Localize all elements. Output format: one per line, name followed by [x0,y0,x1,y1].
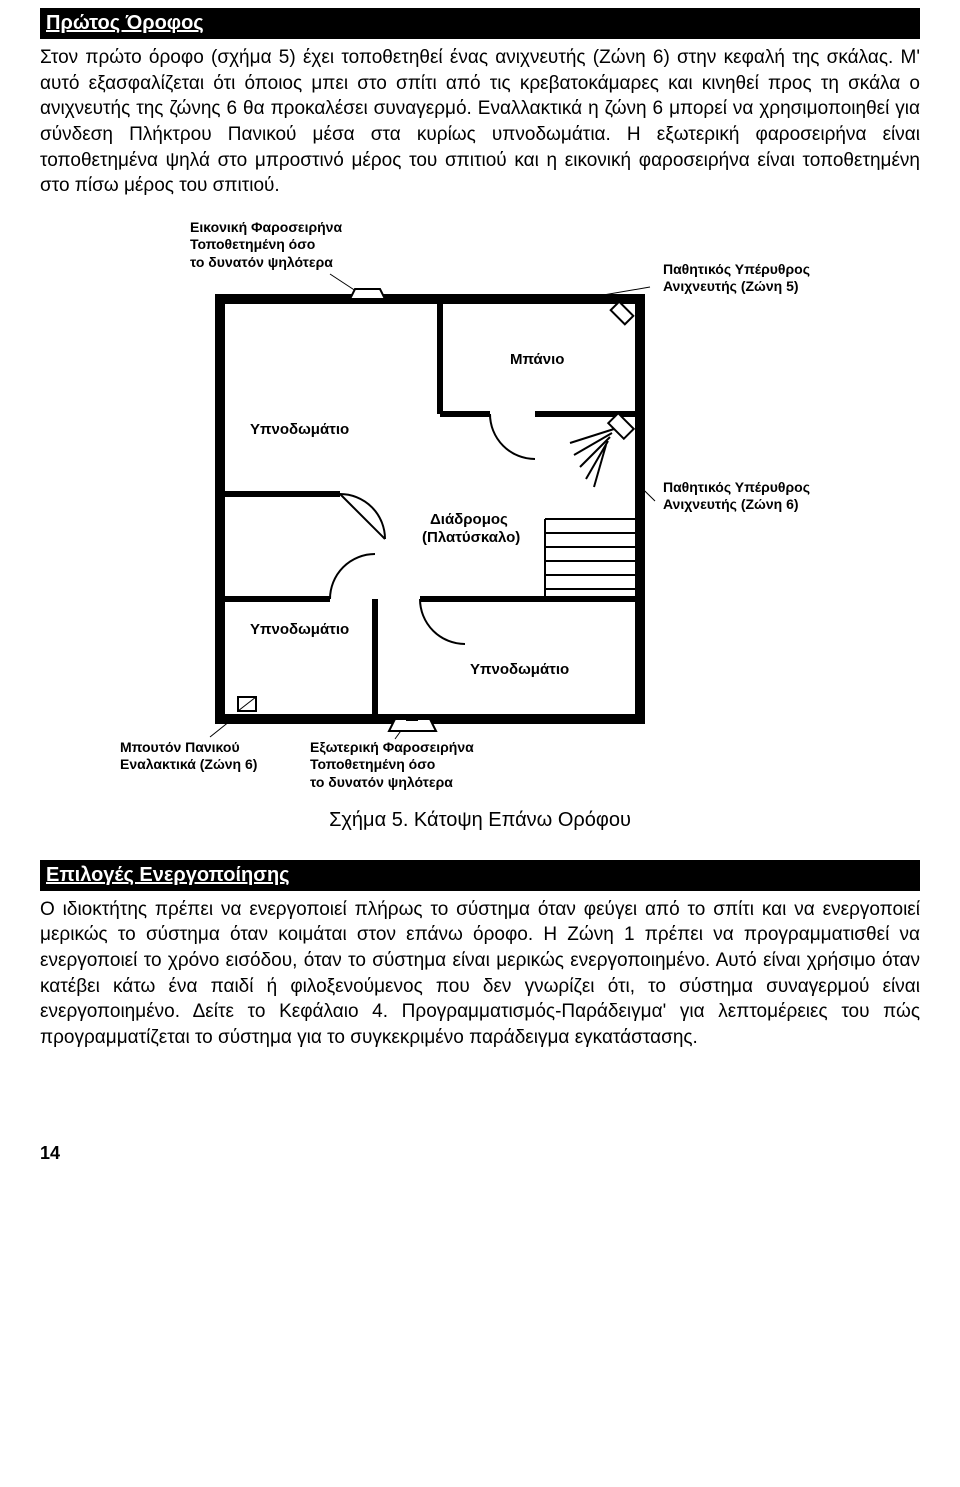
section1-title: Πρώτος Όροφος [40,8,920,39]
room-bed3: Υπνοδωμάτιο [470,661,569,678]
page-number: 14 [40,1141,920,1165]
room-bed1: Υπνοδωμάτιο [250,421,349,438]
room-bath: Μπάνιο [510,351,564,368]
room-hall-l1: Διάδρομος [430,511,508,528]
label-pir6: Παθητικός ΥπέρυθροςΑνιχνευτής (Ζώνη 6) [663,479,810,514]
label-ext-siren: Εξωτερική ΦαροσειρήναΤοποθετημένη όσοτο … [310,739,474,792]
section1-body: Στον πρώτο όροφο (σχήμα 5) έχει τοποθετη… [40,45,920,199]
section2-body: Ο ιδιοκτήτης πρέπει να ενεργοποιεί πλήρω… [40,897,920,1051]
label-panic: Μπουτόν ΠανικούΕναλακτικά (Ζώνη 6) [120,739,257,774]
room-hall-l2: (Πλατύσκαλο) [422,529,520,546]
label-fake-siren: Εικονική ΦαροσειρήναΤοποθετημένη όσοτο δ… [190,219,342,272]
section2-title: Επιλογές Ενεργοποίησης [40,860,920,891]
room-bed2: Υπνοδωμάτιο [250,621,349,638]
figure-caption: Σχήμα 5. Κάτοψη Επάνω Ορόφου [40,807,920,834]
label-pir5: Παθητικός ΥπέρυθροςΑνιχνευτής (Ζώνη 5) [663,261,810,296]
floorplan-diagram: Εικονική ΦαροσειρήναΤοποθετημένη όσοτο δ… [150,219,810,799]
